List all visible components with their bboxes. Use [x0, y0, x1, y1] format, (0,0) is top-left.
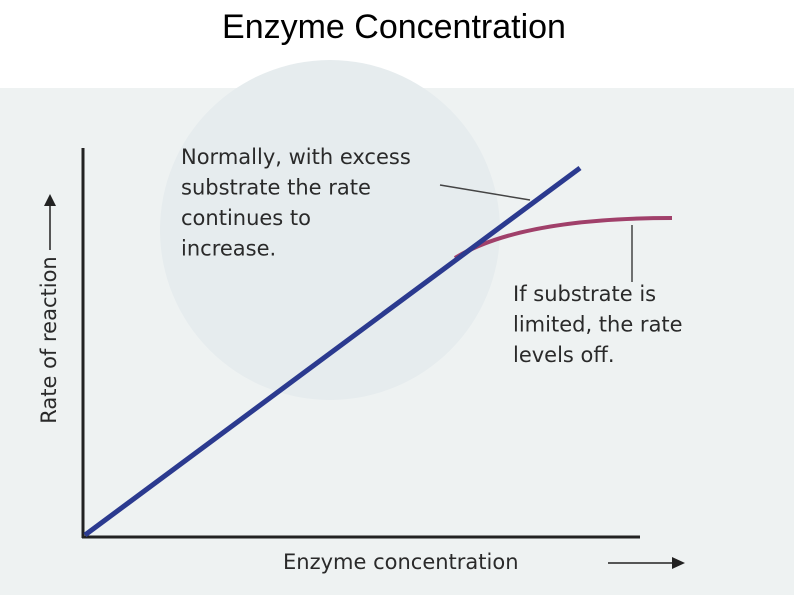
annotation-line: If substrate is [513, 282, 656, 306]
arrowhead [44, 194, 56, 206]
leader-line [439, 184, 531, 201]
excess-substrate-line [83, 165, 582, 538]
annotation-line: levels off. [513, 343, 615, 367]
y-axis-title: Rate of reaction [37, 256, 61, 423]
annotation-line: limited, the rate [513, 313, 683, 337]
x-axis-label: Enzyme concentration [283, 550, 519, 574]
slide-title: Enzyme Concentration [222, 8, 566, 46]
arrowhead [672, 557, 685, 569]
annotation-line: continues to [181, 206, 311, 230]
annotation-line: increase. [181, 237, 276, 261]
annotation-line: Normally, with excess [181, 145, 411, 169]
annotations: Normally, with excess substrate the rate c… [181, 145, 683, 367]
background-shape [160, 60, 500, 400]
y-axis-label: Rate of reaction [37, 256, 61, 423]
annotation-line: substrate the rate [181, 176, 371, 200]
